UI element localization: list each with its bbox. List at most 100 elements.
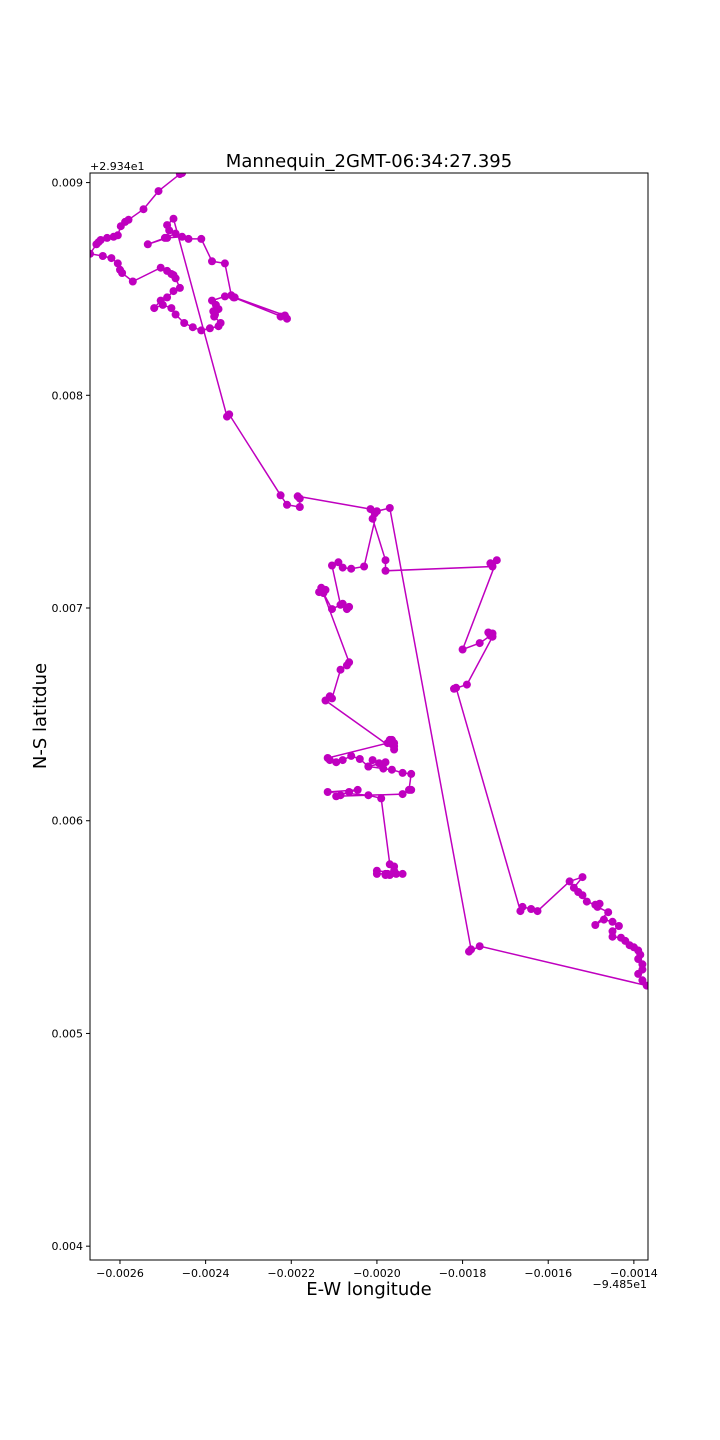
data-point <box>169 214 178 223</box>
data-point <box>283 314 291 323</box>
data-point <box>398 768 407 777</box>
y-tick-label: 0.009 <box>52 177 84 190</box>
data-point <box>336 791 345 800</box>
data-point <box>317 583 326 592</box>
y-tick-label: 0.005 <box>52 1027 84 1040</box>
data-point <box>171 310 180 319</box>
x-axis-label: E-W longitude <box>306 1279 431 1300</box>
y-tick-label: 0.004 <box>52 1240 84 1253</box>
data-point <box>328 561 336 570</box>
data-point <box>208 257 216 266</box>
data-point <box>160 233 169 242</box>
plot-frame <box>89 172 649 1261</box>
data-point <box>175 283 184 292</box>
data-point <box>180 319 189 327</box>
y-offset-label: +2.934e1 <box>90 160 144 173</box>
data-point <box>467 945 476 954</box>
data-point <box>216 319 225 327</box>
data-point <box>383 869 392 878</box>
data-point <box>582 897 591 906</box>
data-point <box>387 738 396 746</box>
data-point <box>614 922 623 930</box>
data-point <box>109 232 118 241</box>
data-point <box>90 249 94 258</box>
data-point <box>364 791 373 800</box>
data-point <box>113 259 122 268</box>
data-point <box>197 234 206 243</box>
data-point <box>379 764 388 773</box>
data-point <box>295 503 304 511</box>
data-point <box>205 324 214 333</box>
data-point <box>398 790 407 799</box>
data-point <box>591 921 600 929</box>
data-point <box>488 632 497 641</box>
data-point <box>486 559 495 568</box>
data-point <box>116 222 125 231</box>
data-point <box>593 902 602 911</box>
data-point <box>475 639 484 648</box>
data-point <box>578 873 587 882</box>
data-point <box>332 758 341 767</box>
data-point <box>338 756 347 765</box>
data-point <box>334 558 343 567</box>
data-point <box>364 762 373 771</box>
data-point <box>518 902 527 911</box>
data-point <box>220 259 229 268</box>
data-point <box>328 605 336 614</box>
data-point <box>225 410 234 419</box>
data-point <box>227 291 236 300</box>
data-point <box>475 942 484 951</box>
data-point <box>276 491 285 500</box>
data-point <box>345 602 354 611</box>
data-point <box>293 492 302 501</box>
data-point <box>533 907 542 916</box>
data-point <box>208 296 216 305</box>
data-point <box>150 304 159 313</box>
data-point <box>368 514 377 523</box>
data-point <box>385 504 394 512</box>
data-point <box>220 292 229 301</box>
data-point <box>608 917 617 926</box>
chart-title: Mannequin_2GMT-06:34:27.395 <box>226 151 512 172</box>
data-point <box>107 254 116 263</box>
data-point <box>156 263 165 272</box>
data-point <box>171 229 180 238</box>
data-point <box>345 788 354 796</box>
data-point <box>276 312 285 321</box>
data-point <box>283 500 291 509</box>
data-point <box>642 981 648 990</box>
data-point <box>381 758 390 767</box>
data-point <box>171 274 180 283</box>
data-point <box>604 908 613 917</box>
data-point <box>347 751 356 760</box>
data-point <box>392 869 401 878</box>
x-tick-label: −0.0020 <box>353 1267 401 1280</box>
data-point <box>169 287 178 296</box>
data-point <box>608 932 617 941</box>
data-point <box>178 232 187 241</box>
data-point <box>638 976 647 985</box>
data-point <box>599 915 608 924</box>
data-point <box>175 173 184 179</box>
data-point <box>381 556 390 565</box>
data-point <box>353 785 362 794</box>
x-tick-label: −0.0024 <box>182 1267 230 1280</box>
data-point <box>342 661 351 670</box>
data-point <box>377 794 386 803</box>
data-point <box>158 300 167 309</box>
data-point <box>368 756 377 765</box>
data-point <box>578 891 587 900</box>
data-point <box>143 240 152 249</box>
data-point <box>462 680 471 689</box>
data-point <box>128 277 137 286</box>
y-axis-label: N-S latitdue <box>30 663 51 769</box>
plot-marks <box>90 173 648 990</box>
data-point <box>167 304 176 313</box>
data-point <box>492 556 501 565</box>
data-point <box>398 869 407 878</box>
data-point <box>323 788 332 796</box>
x-offset-label: −9.485e1 <box>593 1278 647 1291</box>
data-point <box>325 756 334 765</box>
data-point <box>197 326 206 335</box>
